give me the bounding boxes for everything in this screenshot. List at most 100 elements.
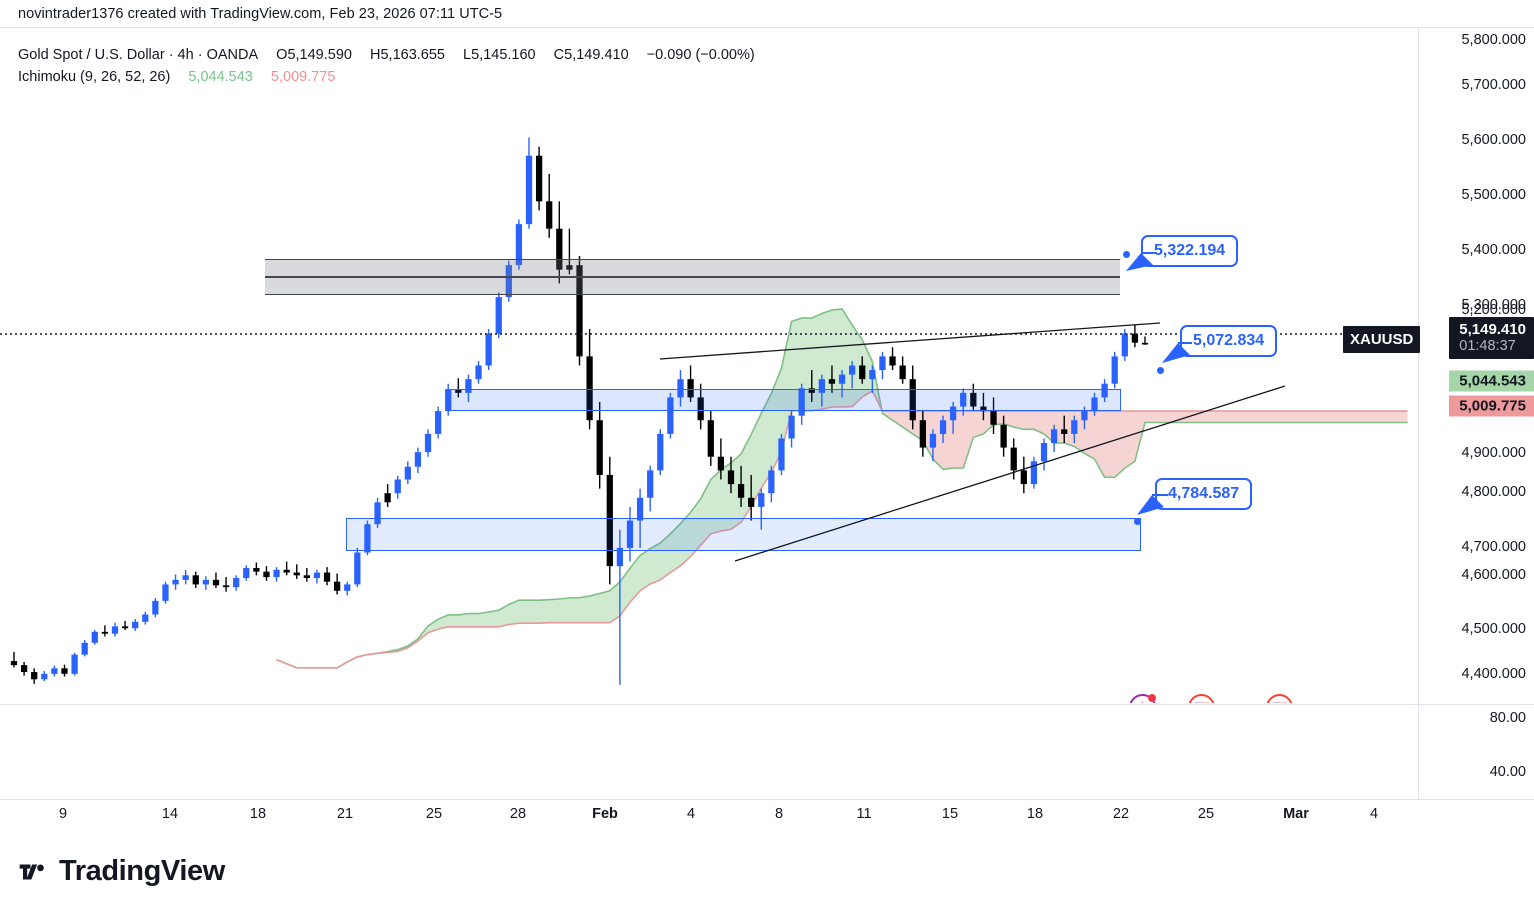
tradingview-logo-icon	[19, 864, 44, 879]
candle-body	[414, 452, 422, 467]
chart-frame: 5,322.194 5,072.834 4,784.587	[0, 27, 1534, 827]
time-tick: 8	[774, 806, 784, 822]
candle-body	[101, 631, 109, 634]
us-flag-icon	[1194, 702, 1209, 703]
candle-body	[71, 654, 78, 674]
candle-body	[374, 502, 381, 525]
candle-body	[778, 438, 785, 471]
candle-body	[455, 389, 462, 393]
candle-body	[1131, 333, 1139, 343]
time-tick: 11	[856, 806, 872, 822]
candle-body	[677, 379, 684, 398]
time-tick: 14	[161, 806, 179, 822]
senkou-a-price-tag[interactable]: 5,044.543	[1449, 370, 1534, 392]
candle-body	[121, 626, 129, 629]
candle-body	[434, 411, 442, 434]
bar-countdown: 01:48:37	[1459, 338, 1516, 354]
candle-body	[1020, 470, 1027, 485]
candle-body	[939, 420, 947, 434]
price-tick: 4,400.000	[1461, 666, 1526, 682]
upper-support-callout[interactable]: 5,072.834	[1180, 325, 1278, 357]
candle-body	[495, 297, 502, 334]
price-tick: 4,600.000	[1461, 567, 1526, 583]
candle-body	[273, 569, 280, 578]
price-tick: 5,300.000	[1461, 297, 1526, 313]
chart-plot-area[interactable]: 5,322.194 5,072.834 4,784.587	[0, 28, 1418, 703]
price-tick: 5,800.000	[1461, 32, 1526, 48]
upper-support-callout-anchor-dot	[1157, 367, 1164, 374]
candle-body	[1141, 342, 1149, 345]
candle-body	[485, 333, 492, 366]
candle-body	[384, 493, 391, 503]
candle-body	[61, 668, 68, 674]
price-tick: 5,600.000	[1461, 132, 1526, 148]
symbol-tag[interactable]: XAUUSD	[1343, 326, 1421, 353]
time-tick: 4	[1369, 806, 1379, 822]
sub-pane-tick: 80.00	[1489, 710, 1526, 726]
candle-body	[222, 585, 230, 588]
time-tick-month: Feb	[592, 806, 618, 822]
resistance-zone[interactable]	[265, 259, 1120, 295]
candle-body	[768, 470, 775, 494]
price-tick: 4,700.000	[1461, 539, 1526, 555]
senkou-b-price-tag[interactable]: 5,009.775	[1449, 395, 1534, 417]
candle-body	[283, 569, 290, 573]
candle-body	[606, 474, 613, 567]
indicator-sub-pane[interactable]	[0, 704, 1418, 799]
upper-support-zone[interactable]	[446, 389, 1121, 411]
candle-body	[445, 389, 452, 412]
candle-body	[889, 356, 896, 366]
candle-body	[313, 572, 321, 579]
candle-body	[707, 420, 714, 457]
resistance-zone-callout-value: 5,322.194	[1154, 242, 1226, 259]
earnings-alert-dot	[1148, 694, 1156, 702]
candle-body	[737, 484, 745, 498]
candle-body	[546, 201, 553, 229]
price-tick: 5,500.000	[1461, 187, 1526, 203]
candle-body	[152, 600, 159, 615]
last-price-value: 5,149.410	[1459, 321, 1526, 338]
attribution-text: novintrader1376 created with TradingView…	[18, 5, 503, 22]
time-tick: 4	[686, 806, 696, 822]
candle-body	[20, 665, 28, 672]
us-flag-icon	[1272, 702, 1287, 703]
candle-body	[859, 365, 866, 380]
candle-body	[667, 397, 674, 434]
last-price-tag[interactable]: 5,149.410 01:48:37	[1449, 317, 1534, 359]
price-axis[interactable]: 5,800.000 5,700.000 5,600.000 5,500.000 …	[1418, 28, 1534, 799]
candle-body	[727, 470, 735, 485]
price-tick: 4,900.000	[1461, 445, 1526, 461]
candle-body	[111, 626, 119, 634]
candle-body	[566, 265, 573, 270]
resistance-zone-callout[interactable]: 5,322.194	[1141, 235, 1239, 267]
candle-body	[303, 575, 310, 579]
candle-body	[838, 374, 846, 384]
time-tick: 22	[1112, 806, 1130, 822]
candle-body	[475, 365, 482, 380]
candle-body	[1121, 333, 1128, 357]
price-axis-divider	[1419, 704, 1534, 705]
time-tick: 18	[249, 806, 267, 822]
candle-body	[849, 365, 856, 375]
tradingview-logo-text: TradingView	[59, 855, 225, 887]
time-tick: 25	[1197, 806, 1215, 822]
time-axis[interactable]: 9 14 18 21 25 28 Feb 4 8 11 15 18 22 25 …	[0, 799, 1534, 828]
lower-support-zone[interactable]	[346, 518, 1141, 551]
price-tick: 4,500.000	[1461, 621, 1526, 637]
candle-body	[91, 631, 98, 643]
sub-pane-tick: 40.00	[1489, 764, 1526, 780]
candle-body	[657, 433, 664, 471]
lower-support-callout[interactable]: 4,784.587	[1155, 478, 1253, 510]
candle-body	[626, 520, 634, 548]
candle-body	[323, 572, 331, 582]
resistance-zone-midline	[265, 276, 1120, 278]
tradingview-branding: TradingView	[0, 827, 1534, 916]
candle-body	[535, 155, 543, 202]
candle-body	[293, 572, 300, 576]
candle-body	[132, 621, 139, 629]
candle-body	[404, 466, 411, 480]
candle-body	[192, 575, 199, 585]
candle-body	[334, 581, 341, 591]
candle-body	[899, 365, 906, 380]
candle-body	[263, 571, 270, 578]
